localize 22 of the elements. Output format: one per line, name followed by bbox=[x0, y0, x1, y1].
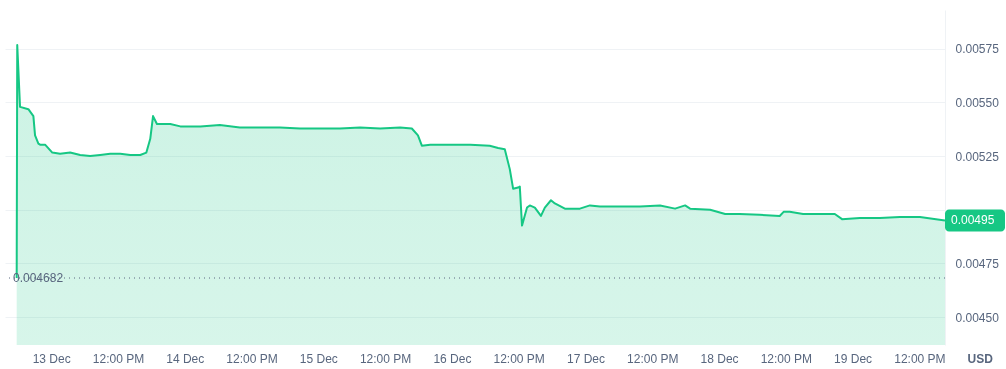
y-tick-label: 0.00550 bbox=[955, 95, 1000, 110]
x-tick-label: 12:00 PM bbox=[894, 351, 946, 366]
x-tick-label: 18 Dec bbox=[700, 351, 739, 366]
x-tick-label: 14 Dec bbox=[166, 351, 205, 366]
x-tick-label: 12:00 PM bbox=[92, 351, 145, 366]
x-tick-label: 13 Dec bbox=[32, 351, 71, 366]
x-tick-label: 12:00 PM bbox=[359, 351, 412, 366]
y-axis-title: USD bbox=[967, 351, 994, 366]
x-tick-label: 12:00 PM bbox=[226, 351, 278, 366]
y-tick-label: 0.00525 bbox=[955, 149, 1000, 164]
x-tick-label: 15 Dec bbox=[299, 351, 338, 366]
x-tick-label: 17 Dec bbox=[566, 351, 605, 366]
x-tick-label: 12:00 PM bbox=[760, 351, 813, 366]
x-tick-label: 12:00 PM bbox=[627, 351, 679, 366]
x-tick-label: 16 Dec bbox=[433, 351, 472, 366]
x-tick-label: 12:00 PM bbox=[493, 351, 545, 366]
annotation: 0.00495 bbox=[951, 213, 995, 228]
x-tick-label: 19 Dec bbox=[834, 351, 873, 366]
y-tick-label: 0.00450 bbox=[955, 310, 1000, 325]
ref-line-label: 0.004682 bbox=[13, 271, 64, 285]
y-tick-label: 0.00575 bbox=[955, 42, 1000, 57]
y-tick-label: 0.00475 bbox=[955, 256, 1000, 271]
